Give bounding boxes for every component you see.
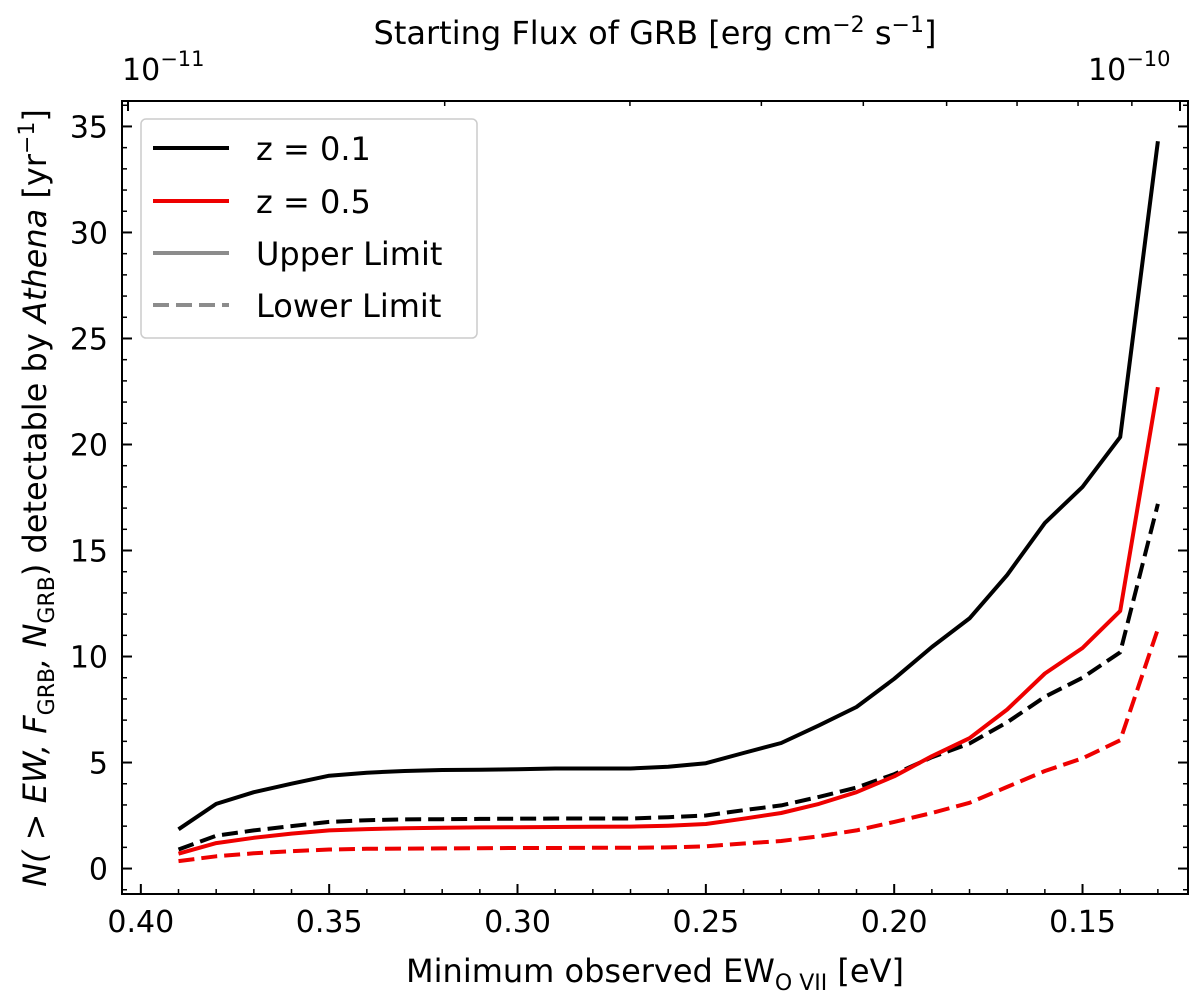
legend-label-z05: z = 0.5 bbox=[256, 183, 371, 221]
series-line-3 bbox=[178, 628, 1160, 864]
legend-box bbox=[140, 118, 478, 339]
y-tick-label: 5 bbox=[89, 747, 108, 782]
x-tick-label: 0.20 bbox=[861, 905, 928, 940]
x-tick-label: 0.25 bbox=[672, 905, 739, 940]
top-axis-title: Starting Flux of GRB [erg cm−2 s−1] bbox=[374, 13, 937, 52]
series-line-0 bbox=[177, 141, 1160, 831]
y-tick-label: 35 bbox=[70, 110, 108, 145]
series-line-2 bbox=[177, 386, 1160, 856]
ticks-layer: 0.40 0.35 0.30 0.25 0.20 0.15 0 5 10 15 20 25 30 35 bbox=[70, 101, 1188, 940]
series-line-1 bbox=[177, 503, 1160, 852]
top-tick-label-1e-11: 10−11 bbox=[122, 47, 205, 88]
top-tick-label-1e-10: 10−10 bbox=[1088, 47, 1171, 88]
y-tick-label: 0 bbox=[89, 853, 108, 888]
legend-label-lower: Lower Limit bbox=[256, 287, 441, 325]
x-tick-label: 0.15 bbox=[1049, 905, 1116, 940]
y-tick-label: 25 bbox=[70, 322, 108, 357]
x-tick-label: 0.35 bbox=[296, 905, 363, 940]
y-tick-label: 10 bbox=[70, 641, 108, 676]
y-tick-label: 20 bbox=[70, 428, 108, 463]
y-axis-title: N( > EW, FGRB, NGRB) detectable by Athen… bbox=[15, 109, 60, 887]
legend-label-z01: z = 0.1 bbox=[256, 130, 371, 168]
legend-label-upper: Upper Limit bbox=[256, 235, 442, 273]
y-tick-label: 15 bbox=[70, 535, 108, 570]
x-tick-label: 0.40 bbox=[107, 905, 174, 940]
x-tick-label: 0.30 bbox=[484, 905, 551, 940]
series-layer bbox=[177, 141, 1160, 864]
plot-frame bbox=[121, 100, 1189, 895]
y-tick-label: 30 bbox=[70, 216, 108, 251]
x-axis-title: Minimum observed EWO VII [eV] bbox=[406, 952, 904, 993]
legend: z = 0.1 z = 0.5 Upper Limit Lower Limit bbox=[140, 118, 478, 339]
